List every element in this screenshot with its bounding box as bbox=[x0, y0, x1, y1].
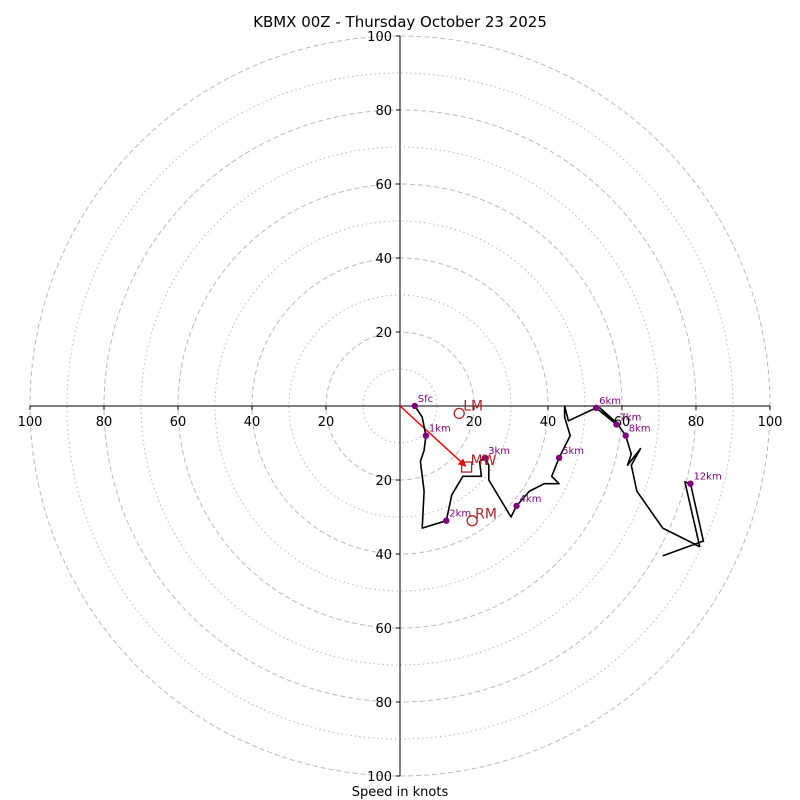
y-tick-label-down-80: 80 bbox=[375, 696, 392, 711]
x-tick-label-right-20: 20 bbox=[466, 415, 483, 430]
right-mover-marker bbox=[466, 515, 478, 527]
height-marker-3km bbox=[481, 454, 489, 461]
x-tick-label-left-100: 100 bbox=[18, 415, 43, 430]
x-axis-label: Speed in knots bbox=[352, 785, 449, 800]
height-marker-12km bbox=[687, 480, 694, 487]
height-marker-1km bbox=[422, 432, 430, 439]
x-tick-label-left-60: 60 bbox=[170, 415, 187, 430]
height-marker-7km bbox=[613, 421, 620, 428]
height-marker-2km bbox=[443, 517, 450, 524]
x-tick-label-right-80: 80 bbox=[688, 415, 705, 430]
height-label-12km: 12km bbox=[693, 472, 721, 483]
y-tick-label-up-60: 60 bbox=[375, 178, 392, 193]
height-label-8km: 8km bbox=[629, 424, 651, 435]
height-label-sfc: Sfc bbox=[418, 394, 433, 405]
x-tick-label-left-20: 20 bbox=[318, 415, 335, 430]
y-tick-label-down-20: 20 bbox=[375, 474, 392, 489]
x-tick-label-left-40: 40 bbox=[244, 415, 261, 430]
hodograph-trace bbox=[414, 405, 705, 557]
mean-wind-label: MW bbox=[471, 453, 497, 469]
height-marker-6km bbox=[592, 404, 600, 412]
y-tick-label-down-100: 100 bbox=[367, 770, 392, 785]
height-marker-5km bbox=[555, 454, 563, 461]
height-label-5km: 5km bbox=[562, 446, 584, 457]
y-tick-label-down-60: 60 bbox=[375, 622, 392, 637]
height-label-7km: 7km bbox=[619, 413, 641, 424]
left-mover-marker bbox=[453, 407, 465, 420]
height-marker-8km bbox=[622, 432, 629, 439]
hodograph-trace-group bbox=[414, 405, 705, 557]
mean-wind-vector-group bbox=[399, 405, 467, 467]
mean-wind-vector bbox=[399, 405, 467, 467]
height-label-4km: 4km bbox=[520, 494, 542, 505]
y-tick-label-up-100: 100 bbox=[367, 30, 392, 45]
y-tick-label-up-20: 20 bbox=[375, 326, 392, 341]
height-label-1km: 1km bbox=[429, 424, 451, 435]
mean-wind-marker bbox=[460, 461, 473, 473]
y-tick-label-down-40: 40 bbox=[375, 548, 392, 563]
height-marker-sfc bbox=[411, 402, 418, 410]
height-marker-4km bbox=[513, 502, 520, 510]
left-mover-label: LM bbox=[463, 398, 483, 414]
height-label-6km: 6km bbox=[599, 396, 621, 407]
right-mover-label: RM bbox=[475, 507, 497, 523]
y-tick-label-up-80: 80 bbox=[375, 104, 392, 119]
x-tick-label-right-100: 100 bbox=[758, 415, 783, 430]
x-tick-label-left-80: 80 bbox=[96, 415, 113, 430]
height-label-2km: 2km bbox=[449, 509, 471, 520]
y-tick-label-up-40: 40 bbox=[375, 252, 392, 267]
height-label-3km: 3km bbox=[488, 446, 510, 457]
x-tick-label-right-40: 40 bbox=[540, 415, 557, 430]
storm-motion-markers: LM MW RM bbox=[453, 398, 497, 527]
chart-title: KBMX 00Z - Thursday October 23 2025 bbox=[253, 13, 547, 31]
